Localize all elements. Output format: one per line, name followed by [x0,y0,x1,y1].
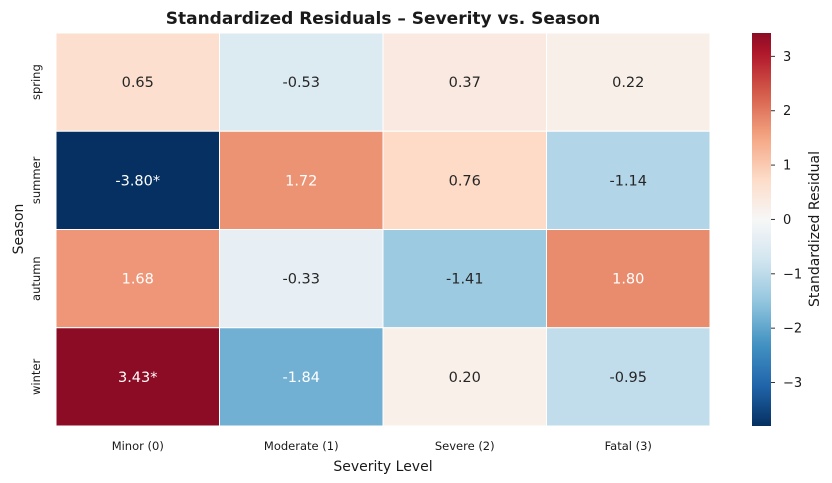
cell-value-label: 1.80 [612,272,644,288]
cell-value-label: 1.72 [285,173,317,189]
colorbar-tick-label: 0 [783,213,791,228]
colorbar-tick-label: 1 [783,159,791,174]
cell-value-label: 0.76 [449,173,481,189]
x-axis-label: Severity Level [333,459,432,475]
colorbar-label: Standardized Residual [807,151,823,307]
cell-value-label: -0.33 [282,272,320,288]
cell-value-label: -3.80* [115,173,160,189]
y-tick-label: winter [29,359,43,395]
heatmap-cells: 0.65 -0.53 0.37 0.22 -3.80* 1.72 0.76 -1.14 1.68… [55,32,711,427]
cell-value-label: 1.68 [122,272,154,288]
colorbar-tick-label: 2 [783,104,791,119]
cell-value-label: 3.43* [118,370,158,386]
colorbar-tick-label: −1 [783,267,802,282]
colorbar-tick-label: −3 [783,376,802,391]
heatmap-cell [219,327,384,427]
x-tick-label: Moderate (1) [264,439,339,453]
heatmap-cell [55,32,220,132]
x-tick-label: Severe (2) [435,439,495,453]
cell-value-label: 0.22 [612,75,644,91]
x-tick-labels: Minor (0) Moderate (1) Severe (2) Fatal (3) [112,439,652,453]
heatmap-cell [219,32,384,132]
x-tick-label: Minor (0) [112,439,164,453]
cell-value-label: -1.84 [282,370,320,386]
heatmap-cell [546,32,711,132]
heatmap-cell [55,130,220,230]
heatmap-cell [55,327,220,427]
cell-value-label: -0.53 [282,75,320,91]
cell-value-label: -1.14 [609,173,647,189]
y-tick-label: autumn [29,256,43,301]
heatmap-cell [546,327,711,427]
colorbar-tick-label: −2 [783,322,802,337]
chart-title: Standardized Residuals – Severity vs. Se… [166,9,601,29]
heatmap-cell [219,229,384,329]
x-tick-label: Fatal (3) [605,439,652,453]
y-tick-label: summer [29,156,43,204]
heatmap-cell [382,32,547,132]
cell-value-label: 0.37 [449,75,481,91]
cell-value-label: 0.65 [122,75,154,91]
heatmap-cell [546,130,711,230]
cell-value-label: -0.95 [609,370,647,386]
cell-value-label: -1.41 [446,272,484,288]
y-tick-label: spring [29,64,43,100]
heatmap-cell [382,327,547,427]
heatmap-cell [219,130,384,230]
colorbar [752,33,771,426]
y-tick-labels: spring summer autumn winter [29,64,43,395]
y-axis-label: Season [11,204,27,255]
heatmap-cell [546,229,711,329]
cell-value-label: 0.20 [449,370,481,386]
colorbar-tick-label: 3 [783,50,791,65]
colorbar-ticks: 3 2 1 0 −1 −2 −3 [771,50,802,391]
